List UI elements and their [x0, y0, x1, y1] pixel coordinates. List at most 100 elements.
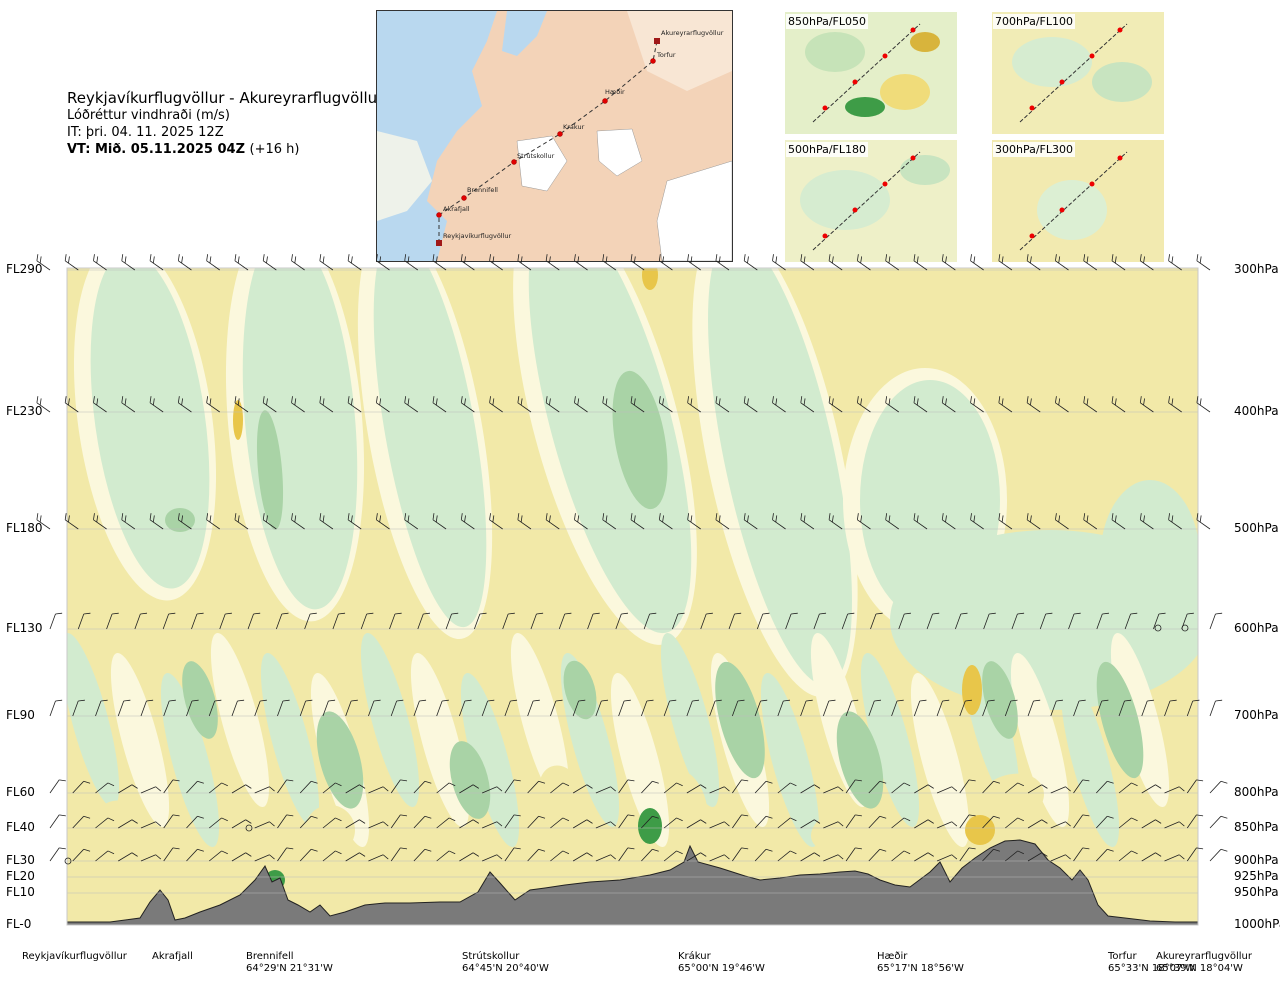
- wind-barb: [587, 612, 600, 630]
- field-blobs: [67, 268, 1198, 911]
- wind-barb: [891, 850, 911, 862]
- wind-barb: [1141, 699, 1154, 717]
- field-region: [210, 632, 270, 808]
- wind-barb: [982, 848, 1001, 862]
- wind-barb: [345, 852, 366, 862]
- wind-barb: [800, 513, 815, 530]
- wind-barb: [868, 780, 887, 794]
- wind-barb: [95, 782, 115, 794]
- wind-barb: [970, 396, 984, 413]
- wind-barb: [1111, 513, 1126, 530]
- wind-barb: [709, 786, 730, 794]
- wind-barb: [277, 847, 294, 862]
- wind-barb: [489, 513, 503, 530]
- wind-barb: [715, 513, 730, 530]
- field-background: [67, 268, 1198, 925]
- wind-barb: [732, 847, 749, 862]
- wind-barb: [754, 848, 773, 862]
- site-name: Strútskollur: [462, 951, 520, 962]
- wind-barb: [117, 699, 131, 717]
- wind-barb: [754, 815, 773, 829]
- wind-barb: [813, 612, 827, 630]
- wind-barb: [663, 850, 683, 862]
- wind-barb: [118, 819, 138, 829]
- wind-barb: [728, 612, 742, 630]
- wind-barb: [868, 848, 887, 862]
- wind-barb: [436, 850, 456, 862]
- wind-barb: [602, 513, 617, 530]
- wind-barb: [1164, 786, 1185, 794]
- wind-barb: [206, 254, 220, 271]
- wind-barb: [234, 513, 249, 530]
- wind-barb: [1209, 848, 1228, 862]
- wind-barb: [262, 513, 277, 530]
- wind-barb: [1181, 612, 1194, 630]
- thumb-300hpa: 300hPa/FL300: [992, 140, 1164, 262]
- field-region: [910, 672, 970, 848]
- level-label-left: FL290: [6, 262, 43, 276]
- map-label-haedir: Hæðir: [605, 88, 625, 96]
- wind-barb: [885, 396, 900, 413]
- wind-barb: [941, 396, 956, 413]
- route-title: Reykjavíkurflugvöllur - Akureyrarflugvöl…: [67, 89, 384, 107]
- level-label-left: FL180: [6, 521, 43, 535]
- wind-barb: [856, 396, 871, 413]
- wind-barb: [772, 513, 786, 530]
- level-label-right: 300hPa: [1234, 262, 1279, 276]
- wind-barb: [643, 612, 657, 630]
- wind-barb: [368, 821, 389, 829]
- level-label-right: 500hPa: [1234, 521, 1279, 535]
- wind-barb: [1039, 612, 1053, 630]
- wind-barb: [489, 396, 503, 413]
- wind-barb: [163, 699, 176, 717]
- wind-barb: [231, 819, 252, 829]
- calm-wind-circle: [1154, 624, 1162, 632]
- wind-barb: [658, 513, 673, 530]
- wind-barb: [504, 779, 521, 794]
- wind-barb: [898, 612, 911, 630]
- wind-barb: [72, 848, 91, 862]
- field-region: [965, 815, 995, 845]
- wind-barb: [1186, 814, 1204, 829]
- wind-barb: [545, 396, 560, 413]
- wind-barb: [983, 612, 996, 630]
- wind-barb: [1095, 848, 1114, 862]
- wind-barb: [574, 513, 588, 530]
- wind-barb: [959, 779, 976, 794]
- field-region: [410, 652, 470, 828]
- field-region: [242, 268, 358, 610]
- wind-barb: [1168, 513, 1182, 530]
- field-region: [110, 652, 170, 828]
- wind-barb: [870, 612, 883, 630]
- wind-barb: [959, 699, 972, 717]
- thumb-850hpa: 850hPa/FL050: [785, 12, 957, 134]
- wind-barb: [641, 848, 659, 862]
- site-name: Akrafjall: [152, 951, 193, 962]
- wind-barb: [95, 817, 115, 829]
- wind-barb: [970, 513, 984, 530]
- wind-barb: [404, 396, 419, 413]
- wind-barb: [743, 513, 758, 530]
- wind-barb: [572, 699, 586, 717]
- map-label-akrafjall: Akrafjall: [443, 205, 470, 213]
- wind-barb: [823, 821, 844, 829]
- wind-barb: [376, 396, 390, 413]
- wind-barb: [149, 513, 164, 530]
- field-region: [660, 632, 720, 808]
- wind-barb: [1164, 821, 1185, 829]
- wind-barb: [413, 815, 432, 829]
- site-coord: 64°29'N 21°31'W: [246, 963, 333, 974]
- wind-barb: [413, 699, 427, 717]
- wind-barb: [72, 699, 85, 717]
- wind-barb: [715, 396, 730, 413]
- wind-barb: [149, 396, 164, 413]
- wind-barb: [502, 612, 515, 630]
- field-region: [1010, 652, 1070, 828]
- field-region: [265, 870, 285, 890]
- wind-barb: [856, 513, 871, 530]
- wind-barb: [828, 513, 843, 530]
- wind-barb: [247, 612, 261, 630]
- wind-barb: [777, 817, 797, 829]
- wind-barb: [823, 854, 844, 862]
- wind-barb: [322, 817, 342, 829]
